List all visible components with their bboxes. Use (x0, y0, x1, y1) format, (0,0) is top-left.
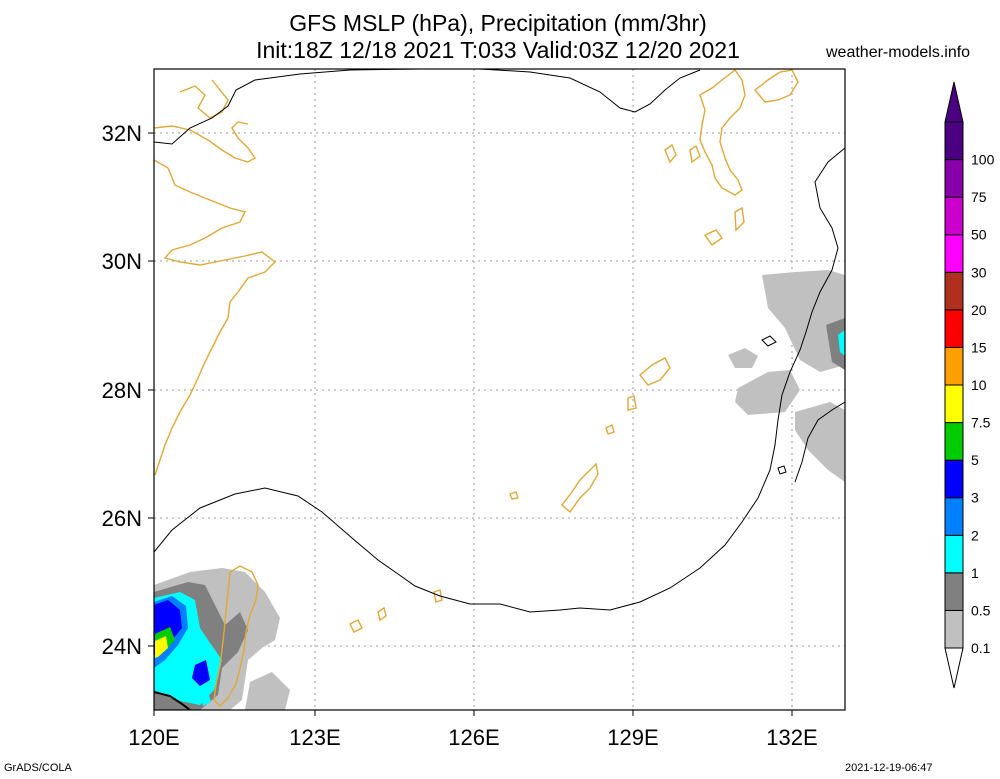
coast-ryukyu-amami (605, 357, 671, 435)
colorbar-swatch (944, 534, 964, 574)
colorbar-label: 0.1 (971, 640, 991, 656)
colorbar-label: 1 (971, 565, 979, 581)
colorbar-label: 7.5 (971, 415, 991, 431)
axis-ticks (148, 132, 793, 716)
footer-credit: GrADS/COLA (4, 762, 72, 774)
precip-area-east-core (826, 318, 845, 370)
colorbar-label: 100 (971, 152, 995, 168)
footer-timestamp: 2021-12-19-06:47 (845, 762, 933, 774)
grid-lines (154, 69, 845, 710)
colorbar-label: 20 (971, 302, 987, 318)
coast-ryukyu-okinawa (509, 462, 599, 514)
lat-label: 28N (102, 378, 142, 403)
colorbar-swatch (944, 497, 964, 536)
precip-area-taiwan-small (200, 692, 211, 706)
coast-china (154, 159, 277, 476)
colorbar-swatch (944, 234, 964, 273)
colorbar-label: 0.5 (971, 602, 991, 618)
colorbar-label: 2 (971, 527, 979, 543)
coast-taiwan (213, 565, 259, 707)
colorbar-swatch (944, 459, 964, 499)
lon-label: 120E (128, 725, 179, 750)
precip-area-east-mid (735, 370, 800, 415)
precipitation-shading (154, 270, 845, 710)
lon-label: 123E (289, 725, 340, 750)
isobar-north (154, 69, 701, 145)
precip-area-taiwan-se (245, 672, 290, 710)
colorbar-swatch (944, 572, 964, 611)
site-credit: weather-models.info (826, 44, 971, 61)
lat-label: 32N (102, 121, 142, 146)
coast-china-north (154, 121, 257, 163)
precip-area-taiwan-cell (192, 660, 210, 686)
isobar-southwest (154, 691, 191, 710)
precip-area-east-small (728, 348, 758, 368)
colorbar: 0.1 0.5 1 2 3 5 7.5 10 15 20 30 50 75 100 (944, 81, 995, 689)
colorbar-label: 15 (971, 339, 987, 355)
coast-japan-shikoku (753, 69, 799, 103)
coastlines (154, 69, 799, 707)
map-subtitle: Init:18Z 12/18 2021 T:033 Valid:03Z 12/2… (256, 37, 740, 63)
precip-area-east-south (795, 402, 845, 482)
lon-label: 132E (766, 725, 817, 750)
colorbar-swatch (944, 609, 964, 649)
precip-area-east-max (838, 330, 845, 356)
colorbar-label: 75 (971, 189, 987, 205)
colorbar-label: 5 (971, 452, 979, 468)
colorbar-top-arrow (944, 81, 964, 123)
colorbar-label: 50 (971, 227, 987, 243)
colorbar-swatch (944, 422, 964, 461)
isobar-east (154, 147, 845, 613)
colorbar-swatch (944, 271, 964, 311)
isobar-east-south (794, 401, 845, 483)
colorbar-label: 30 (971, 264, 987, 280)
colorbar-swatch (944, 121, 964, 161)
colorbar-swatch (944, 384, 964, 424)
coast-japan-islands (664, 143, 745, 246)
isobar-small-loop2 (777, 465, 787, 475)
coast-china-estuary (179, 79, 229, 119)
precip-area-east (762, 270, 845, 372)
colorbar-swatch (944, 346, 964, 386)
lat-label: 24N (102, 634, 142, 659)
lon-label: 126E (448, 725, 499, 750)
precip-area-taiwan-max (155, 636, 168, 658)
colorbar-bottom-arrow (944, 647, 964, 689)
colorbar-swatch (944, 196, 964, 236)
isobar-small-loop (761, 335, 777, 347)
coast-sakishima (349, 589, 443, 633)
coast-japan-kyushu (699, 69, 746, 196)
lat-label: 26N (102, 506, 142, 531)
isobars (154, 69, 845, 710)
colorbar-swatch (944, 159, 964, 198)
colorbar-swatch (944, 309, 964, 348)
lat-label: 30N (102, 249, 142, 274)
map-title: GFS MSLP (hPa), Precipitation (mm/3hr) (289, 10, 707, 36)
colorbar-label: 10 (971, 377, 987, 393)
lon-label: 129E (607, 725, 658, 750)
colorbar-label: 3 (971, 490, 979, 506)
